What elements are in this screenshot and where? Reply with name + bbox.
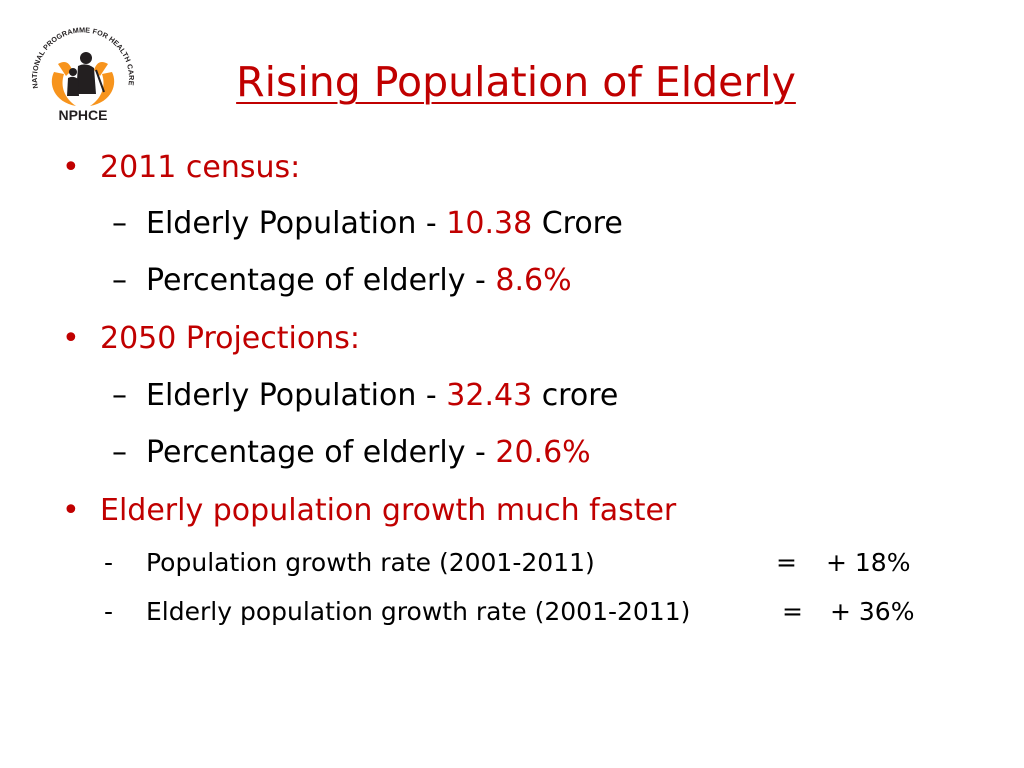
list-item: – Elderly Population - 10.38 Crore	[112, 206, 623, 241]
stat-value: 32.43	[446, 378, 533, 413]
bullet-icon: •	[62, 493, 80, 528]
stat-value: 20.6%	[495, 435, 591, 470]
list-item: – Elderly Population - 32.43 crore	[112, 378, 619, 413]
list-item: – Percentage of elderly - 8.6%	[112, 263, 572, 298]
logo-acronym: NPHCE	[58, 107, 107, 123]
nphce-logo: NATIONAL PROGRAMME FOR HEALTH CARE OF EL…	[24, 14, 136, 123]
page-title: Rising Population of Elderly	[236, 58, 796, 106]
section-heading: • 2050 Projections:	[62, 321, 360, 356]
section-heading: • 2011 census:	[62, 150, 301, 185]
bullet-icon: •	[62, 321, 80, 356]
equals-sign: =	[776, 548, 797, 577]
section-heading: • Elderly population growth much faster	[62, 493, 677, 528]
stat-value: 10.38	[446, 206, 533, 241]
dash-icon: –	[112, 206, 127, 241]
bullet-icon: •	[62, 150, 80, 185]
stat-value: 8.6%	[495, 263, 572, 298]
dash-icon: –	[112, 263, 127, 298]
equals-sign: =	[782, 597, 803, 626]
list-item: - Population growth rate (2001-2011) = + …	[104, 548, 911, 577]
dash-icon: –	[112, 435, 127, 470]
stat-value: + 18%	[826, 548, 911, 577]
list-item: - Elderly population growth rate (2001-20…	[104, 597, 915, 626]
list-item: – Percentage of elderly - 20.6%	[112, 435, 591, 470]
stat-value: + 36%	[830, 597, 915, 626]
dash-icon: –	[112, 378, 127, 413]
